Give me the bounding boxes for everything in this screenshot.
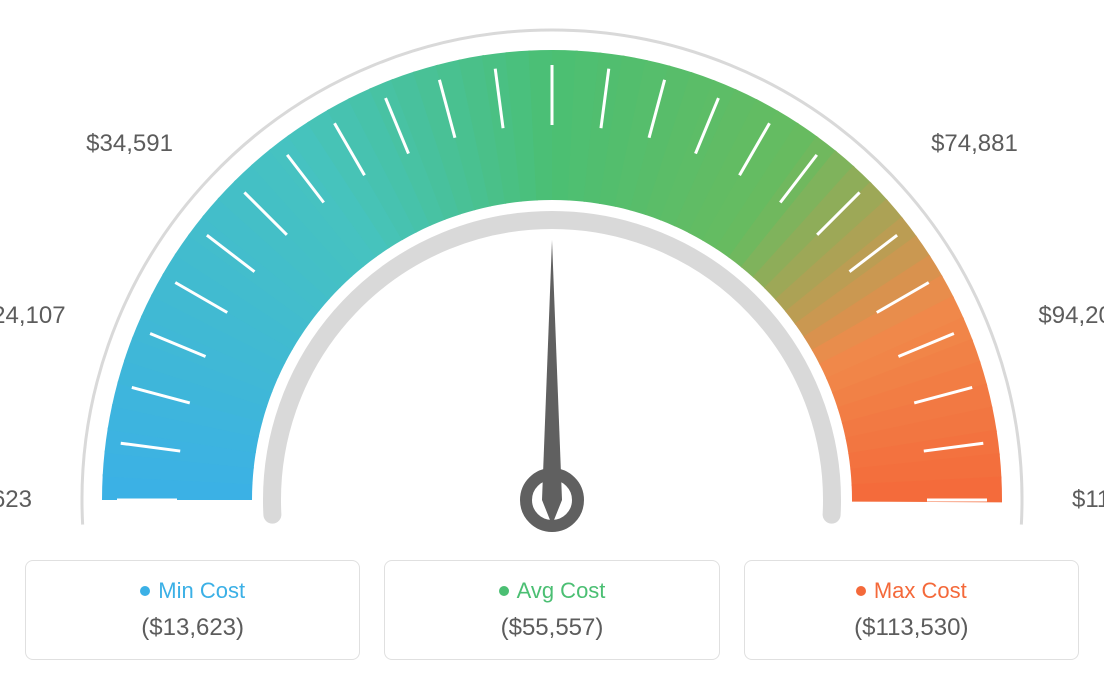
legend-title-avg: Avg Cost	[499, 578, 606, 604]
chart-root: $13,623$24,107$34,591$55,557$74,881$94,2…	[0, 0, 1104, 690]
gauge-tick-label: $113,530	[1072, 486, 1104, 514]
legend-dot-min	[140, 586, 150, 596]
legend-row: Min Cost ($13,623) Avg Cost ($55,557) Ma…	[0, 540, 1104, 690]
gauge-tick-label: $24,107	[0, 302, 66, 330]
legend-title-min: Min Cost	[140, 578, 245, 604]
legend-title-min-text: Min Cost	[158, 578, 245, 604]
gauge-needle	[542, 240, 562, 525]
legend-title-max-text: Max Cost	[874, 578, 967, 604]
legend-value-max: ($113,530)	[854, 614, 968, 642]
gauge-tick-label: $13,623	[0, 486, 32, 514]
legend-card-max: Max Cost ($113,530)	[744, 560, 1079, 660]
legend-card-min: Min Cost ($13,623)	[25, 560, 360, 660]
gauge-tick-label: $34,591	[86, 130, 173, 158]
legend-card-avg: Avg Cost ($55,557)	[384, 560, 719, 660]
legend-title-avg-text: Avg Cost	[517, 578, 606, 604]
gauge-svg	[0, 0, 1104, 540]
gauge-area: $13,623$24,107$34,591$55,557$74,881$94,2…	[0, 0, 1104, 540]
gauge-tick-label: $94,205	[1038, 302, 1104, 330]
legend-value-min: ($13,623)	[141, 614, 244, 642]
legend-value-avg: ($55,557)	[501, 614, 604, 642]
gauge-tick-label: $74,881	[931, 130, 1018, 158]
legend-dot-avg	[499, 586, 509, 596]
legend-dot-max	[856, 586, 866, 596]
legend-title-max: Max Cost	[856, 578, 967, 604]
